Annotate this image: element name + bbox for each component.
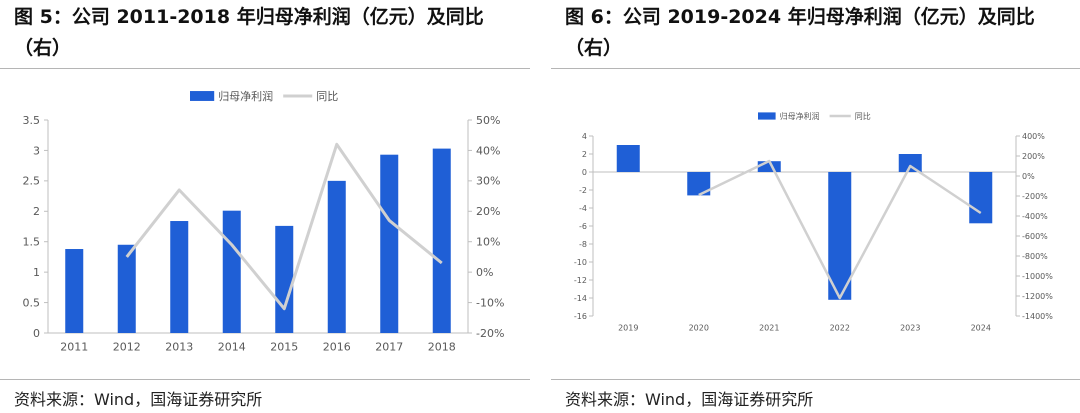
x-tick-label: 2024 [971,323,991,332]
figure-6-bottom-rule [551,379,1080,380]
legend-bar-swatch [758,112,776,120]
figure-6-title: 图 6：公司 2019-2024 年归母净利润（亿元）及同比（右） [565,6,1035,59]
y-right-tick-label: 10% [476,236,500,249]
x-tick-label: 2022 [830,323,850,332]
legend-bar-swatch [190,91,215,101]
x-tick-label: 2015 [270,340,298,353]
bar-2013 [170,221,189,333]
x-tick-label: 2019 [618,323,638,332]
y-right-tick-label: 30% [476,175,500,188]
legend-line-label: 同比 [855,111,871,121]
y-left-tick-label: 3.5 [23,114,41,127]
figure-6-source: 资料来源：Wind，国海证券研究所 [565,390,814,409]
figure-6-top-rule [551,68,1080,69]
x-tick-label: 2016 [323,340,351,353]
figure-5-top-rule [0,68,530,69]
y-right-tick-label: -1400% [1022,312,1053,321]
bar-2017 [380,154,399,333]
y-right-tick-label: 0% [1022,172,1035,181]
y-left-tick-label: -12 [574,276,587,285]
bar-2019 [616,145,640,172]
x-tick-label: 2012 [113,340,141,353]
figure-5-chart: 0 0.5 1 1.5 2 2.5 3 3.5 -20% -10% 0% 10% 20% 30% 40% 50… [23,89,505,353]
y-left-tick-label: 0 [33,327,40,340]
legend-line-label: 同比 [316,90,338,103]
bar-2014 [222,210,241,333]
y-left-tick-label: -2 [579,186,587,195]
y-left-tick-label: -10 [574,258,587,267]
y-right-tick-label: -20% [476,327,504,340]
x-tick-label: 2017 [375,340,403,353]
y-left-tick-label: 0 [582,168,587,177]
x-tick-label: 2018 [428,340,456,353]
y-right-tick-label: 40% [476,144,500,157]
x-tick-label: 2023 [900,323,920,332]
y-right-tick-label: -800% [1022,252,1048,261]
y-right-tick-label: -200% [1022,192,1048,201]
figure-6-chart: -16 -14 -12 -10 -8 -6 -4 -2 0 2 4 -1400% -1200% -1000… [574,111,1053,332]
x-tick-label: 2014 [218,340,246,353]
x-tick-label: 2020 [689,323,709,332]
bar-2012 [117,244,136,333]
bar-2021 [757,161,781,172]
y-left-tick-label: -14 [574,294,587,303]
y-right-tick-label: -1000% [1022,272,1053,281]
bar-2023 [898,154,922,172]
y-right-tick-label: -10% [476,296,504,309]
y-left-tick-label: -16 [574,312,587,321]
y-right-tick-label: -400% [1022,212,1048,221]
bar-2024 [969,172,993,224]
y-left-tick-label: 1.5 [23,236,41,249]
y-left-tick-label: -4 [579,204,587,213]
x-tick-label: 2021 [759,323,779,332]
bar-2018 [432,148,451,333]
figure-5-title: 图 5：公司 2011-2018 年归母净利润（亿元）及同比（右） [14,6,484,59]
y-left-tick-label: -6 [579,222,587,231]
bar-2016 [327,180,346,333]
bar-2011 [65,249,84,333]
y-left-tick-label: 3 [33,144,40,157]
y-left-tick-label: 2.5 [23,175,41,188]
y-right-tick-label: 0% [476,266,493,279]
y-right-tick-label: -600% [1022,232,1048,241]
y-left-tick-label: 2 [582,150,587,159]
y-left-tick-label: 4 [582,132,587,141]
y-left-tick-label: -8 [579,240,587,249]
y-left-tick-label: 2 [33,205,40,218]
bar-2022 [828,172,852,300]
figure-5-bottom-rule [0,379,530,380]
y-right-tick-label: 200% [1022,152,1045,161]
x-tick-label: 2011 [60,340,88,353]
bar-2015 [275,225,294,333]
legend-bar-label: 归母净利润 [218,89,273,103]
figure-5-source: 资料来源：Wind，国海证券研究所 [14,390,263,409]
y-right-tick-label: 50% [476,114,500,127]
legend-bar-label: 归母净利润 [780,111,820,121]
y-right-tick-label: -1200% [1022,292,1053,301]
y-left-tick-label: 0.5 [23,296,41,309]
y-right-tick-label: 400% [1022,132,1045,141]
y-left-tick-label: 1 [33,266,40,279]
bar-2020 [687,172,711,196]
y-right-tick-label: 20% [476,205,500,218]
x-tick-label: 2013 [165,340,193,353]
